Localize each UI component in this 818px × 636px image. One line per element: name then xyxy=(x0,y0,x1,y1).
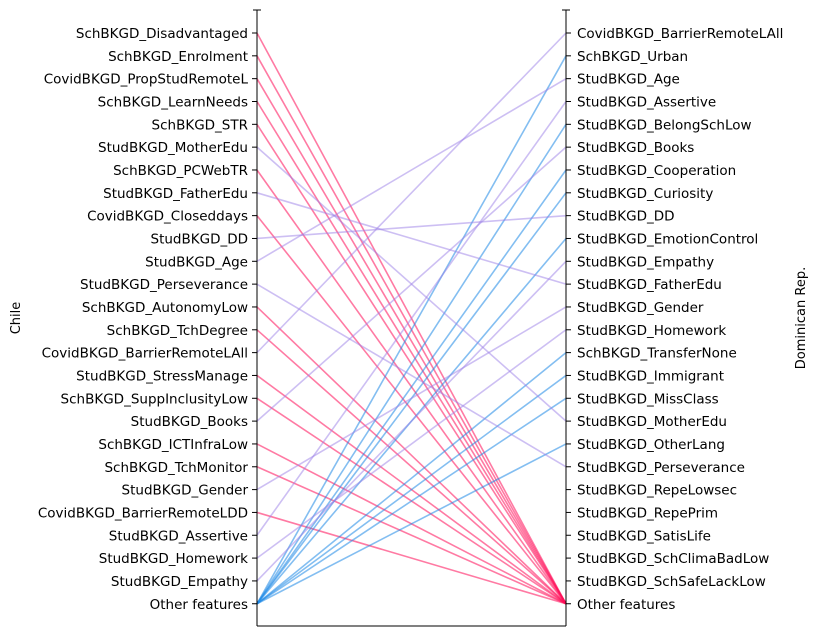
link-shared-14-0 xyxy=(256,32,567,354)
left-axis-title: Chile xyxy=(9,302,24,335)
right-tick-label: StudBKGD_MissClass xyxy=(577,391,719,407)
right-tick-label: StudBKGD_SatisLife xyxy=(577,528,711,544)
right-tick-label: StudBKGD_SchClimaBadLow xyxy=(577,551,769,567)
link-shared-22-3 xyxy=(256,101,567,536)
left-tick-label: SchBKGD_ICTInfraLow xyxy=(98,437,248,453)
right-tick-label: StudBKGD_Immigrant xyxy=(577,368,724,384)
right-tick-label: StudBKGD_Cooperation xyxy=(577,163,736,179)
left-tick-label: SchBKGD_TchMonitor xyxy=(104,460,248,476)
left-tick-label: CovidBKGD_BarrierRemoteLDD xyxy=(38,505,248,521)
right-tick-label: StudBKGD_Age xyxy=(577,72,680,88)
right-axis-title: Dominican Rep. xyxy=(794,267,809,369)
left-tick-label: CovidBKGD_PropStudRemoteL xyxy=(44,72,249,88)
link-right_only-25-18 xyxy=(256,443,567,605)
link-shared-23-13 xyxy=(256,329,567,559)
link-left_only-2-25 xyxy=(256,78,567,605)
right-tick-label: StudBKGD_MotherEdu xyxy=(577,414,727,430)
right-tick-label: SchBKGD_Urban xyxy=(577,49,688,65)
link-right_only-25-1 xyxy=(256,55,567,605)
right-tick-label: StudBKGD_OtherLang xyxy=(577,437,725,453)
left-tick-label: CovidBKGD_BarrierRemoteLAll xyxy=(42,346,248,362)
link-left_only-12-25 xyxy=(256,306,567,605)
left-tick-label: StudBKGD_MotherEdu xyxy=(98,140,248,156)
right-tick-label: StudBKGD_EmotionControl xyxy=(577,231,758,247)
axes xyxy=(253,9,570,627)
link-shared-9-8 xyxy=(256,214,567,240)
right-tick-label: StudBKGD_Empathy xyxy=(577,254,714,270)
right-tick-label: StudBKGD_FatherEdu xyxy=(577,277,722,293)
right-tick-label: StudBKGD_Homework xyxy=(577,323,726,339)
left-tick-label: SchBKGD_PCWebTR xyxy=(113,163,248,179)
link-right_only-25-6 xyxy=(256,169,567,605)
left-tick-label: StudBKGD_DD xyxy=(151,231,249,247)
right-tick-label: StudBKGD_Books xyxy=(577,140,694,156)
left-tick-label: StudBKGD_FatherEdu xyxy=(103,186,248,202)
link-shared-11-19 xyxy=(256,283,567,468)
left-tick-label: SchBKGD_STR xyxy=(152,117,248,133)
left-tick-label: CovidBKGD_Closeddays xyxy=(87,209,248,225)
left-tick-label: SchBKGD_LearnNeeds xyxy=(98,94,248,110)
link-left_only-3-25 xyxy=(256,101,567,605)
right-axis-ticks: CovidBKGD_BarrierRemoteLAll SchBKGD_Urban… xyxy=(566,26,783,613)
right-tick-label: StudBKGD_Gender xyxy=(577,300,704,316)
right-tick-label: Other features xyxy=(577,597,675,613)
link-shared-17-5 xyxy=(256,146,567,422)
right-tick-label: StudBKGD_DD xyxy=(577,209,675,225)
link-shared-24-10 xyxy=(256,260,567,582)
left-tick-label: SchBKGD_Enrolment xyxy=(108,49,248,65)
right-tick-label: StudBKGD_RepeLowsec xyxy=(577,483,737,499)
connector-lines xyxy=(256,32,567,605)
left-tick-label: StudBKGD_Gender xyxy=(122,483,249,499)
link-shared-10-2 xyxy=(256,77,567,262)
right-tick-label: StudBKGD_RepePrim xyxy=(577,505,718,521)
right-tick-label: SchBKGD_TransferNone xyxy=(577,346,737,362)
right-tick-label: StudBKGD_Curiosity xyxy=(577,186,713,202)
right-tick-label: StudBKGD_Assertive xyxy=(577,94,716,110)
left-tick-label: StudBKGD_Homework xyxy=(99,551,248,567)
left-tick-label: StudBKGD_Age xyxy=(145,254,248,270)
left-tick-label: SchBKGD_AutonomyLow xyxy=(82,300,248,316)
right-tick-label: StudBKGD_SchSafeLackLow xyxy=(577,574,766,590)
link-right_only-25-16 xyxy=(256,397,567,605)
link-right_only-25-4 xyxy=(256,123,567,605)
right-tick-label: StudBKGD_BelongSchLow xyxy=(577,117,752,133)
left-axis-ticks: SchBKGD_Disadvantaged SchBKGD_Enrolment Co… xyxy=(38,26,257,613)
left-tick-label: SchBKGD_Disadvantaged xyxy=(76,26,248,42)
left-tick-label: SchBKGD_TchDegree xyxy=(107,323,248,339)
right-tick-label: CovidBKGD_BarrierRemoteLAll xyxy=(577,26,783,42)
left-tick-label: StudBKGD_StressManage xyxy=(76,368,248,384)
right-tick-label: StudBKGD_Perseverance xyxy=(577,460,745,476)
link-shared-7-11 xyxy=(256,192,567,285)
link-left_only-8-25 xyxy=(256,215,567,605)
link-right_only-25-14 xyxy=(256,351,567,605)
link-left_only-13-25 xyxy=(256,329,567,605)
link-shared-20-12 xyxy=(256,306,567,491)
link-left_only-19-25 xyxy=(256,466,567,605)
left-tick-label: Other features xyxy=(150,597,248,613)
left-tick-label: StudBKGD_Empathy xyxy=(111,574,248,590)
left-tick-label: SchBKGD_SuppInclusityLow xyxy=(61,391,248,407)
left-tick-label: StudBKGD_Books xyxy=(131,414,248,430)
left-tick-label: StudBKGD_Assertive xyxy=(109,528,248,544)
left-tick-label: StudBKGD_Perseverance xyxy=(80,277,248,293)
link-right_only-25-15 xyxy=(256,374,567,605)
